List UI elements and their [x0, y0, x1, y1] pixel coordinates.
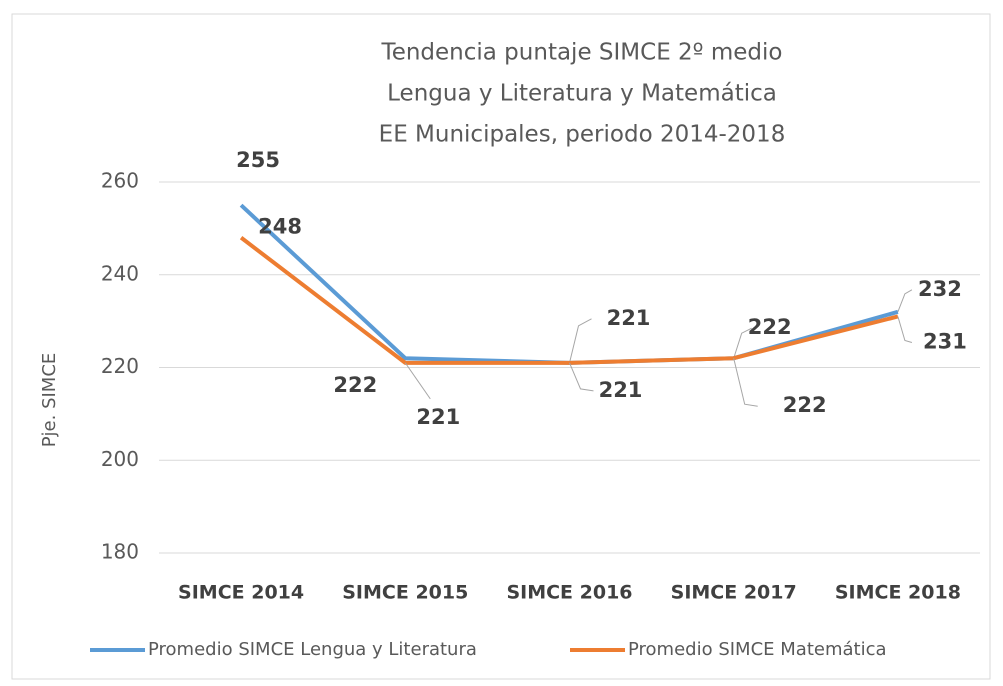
y-tick-label: 180 — [101, 540, 139, 564]
leader-line — [733, 358, 758, 407]
x-tick-label: SIMCE 2016 — [506, 582, 632, 604]
data-label: 221 — [416, 405, 460, 429]
chart-frame — [11, 13, 991, 680]
data-label: 221 — [599, 378, 643, 402]
data-label: 248 — [258, 215, 302, 239]
data-label: 231 — [923, 329, 967, 353]
data-label: 232 — [918, 277, 962, 301]
y-tick-label: 220 — [101, 354, 139, 378]
leader-line — [897, 316, 913, 343]
data-label: 222 — [333, 373, 377, 397]
x-tick-label: SIMCE 2015 — [342, 582, 468, 604]
legend-label: Promedio SIMCE Lengua y Literatura — [148, 639, 477, 660]
legend-label: Promedio SIMCE Matemática — [628, 639, 887, 660]
data-label: 222 — [783, 393, 827, 417]
chart-title: Lengua y Literatura y Matemática — [387, 81, 777, 107]
leader-line — [569, 362, 594, 392]
leader-line — [733, 327, 752, 359]
y-tick-label: 240 — [101, 261, 139, 285]
y-tick-label: 260 — [101, 169, 139, 193]
leader-line — [897, 289, 913, 313]
y-tick-label: 200 — [101, 447, 139, 471]
leader-line — [569, 318, 592, 363]
y-axis-label: Pje. SIMCE — [39, 353, 60, 448]
chart-title: EE Municipales, periodo 2014-2018 — [379, 122, 786, 148]
x-tick-label: SIMCE 2017 — [671, 582, 797, 604]
leader-line — [404, 362, 431, 400]
data-label: 221 — [607, 306, 651, 330]
x-tick-label: SIMCE 2014 — [178, 582, 304, 604]
x-tick-label: SIMCE 2018 — [835, 582, 961, 604]
chart-title: Tendencia puntaje SIMCE 2º medio — [381, 40, 783, 66]
data-label: 255 — [236, 148, 280, 172]
data-label: 222 — [748, 315, 792, 339]
